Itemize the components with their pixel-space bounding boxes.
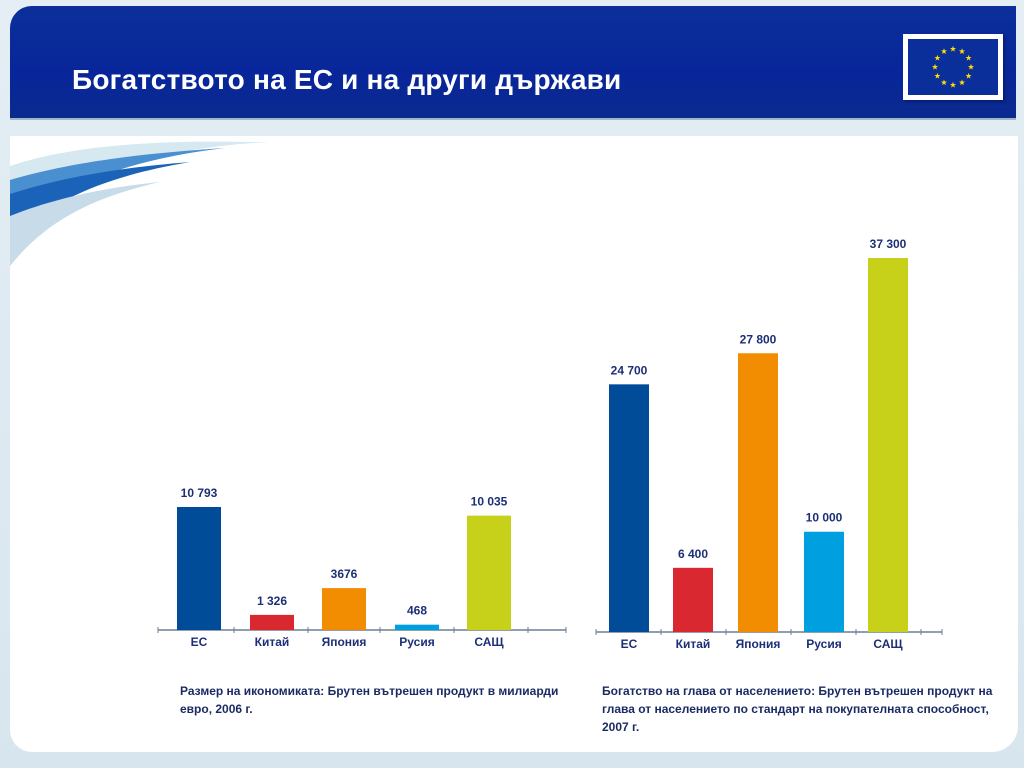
chart-1-category-label-2: Япония: [322, 635, 367, 649]
chart-2-value-label-4: 37 300: [870, 237, 907, 251]
flag-star: [965, 54, 972, 61]
chart-1-value-label-3: 468: [407, 604, 427, 618]
decorative-swoosh: [10, 141, 270, 266]
chart-2-bar-1: [673, 567, 713, 632]
chart-1-caption: Размер на икономиката: Брутен вътрешен п…: [180, 684, 559, 716]
chart-1-bar-4: [467, 515, 511, 630]
flag-star: [940, 48, 948, 54]
chart-1-bar-1: [250, 614, 294, 630]
flag-star: [967, 63, 975, 70]
flag-star: [940, 79, 948, 86]
chart-2-category-label-1: Китай: [676, 637, 711, 651]
chart-2-bar-3: [804, 531, 844, 632]
chart-2-caption: Богатство на глава от населението: Бруте…: [602, 684, 993, 734]
chart-1-value-label-2: 3676: [331, 567, 358, 581]
chart-2-bar-2: [738, 353, 778, 632]
chart-1-bar-0: [177, 507, 221, 630]
flag-star: [934, 72, 941, 79]
chart-1-bar-2: [322, 588, 366, 630]
title-bar: Богатството на ЕС и на други държави: [10, 6, 1016, 118]
bar-charts: 10 793 ЕС 1 326 Китай 3676 Япония 468 Русия 10 0…: [157, 237, 943, 651]
chart-1-category-label-3: Русия: [399, 635, 434, 649]
chart-2-category-label-2: Япония: [736, 637, 781, 651]
chart-2-category-label-0: ЕС: [621, 637, 638, 651]
chart-1-category-label-0: ЕС: [191, 635, 208, 649]
slide-title: Богатството на ЕС и на други държави: [72, 64, 622, 95]
eu-flag-icon: [903, 34, 1003, 100]
slide-content: 10 793 ЕС 1 326 Китай 3676 Япония 468 Русия 10 0…: [10, 136, 1018, 752]
chart-2-value-label-0: 24 700: [611, 363, 648, 377]
flag-star: [958, 48, 966, 54]
flag-star: [958, 79, 966, 86]
chart-2-category-label-3: Русия: [806, 637, 841, 651]
chart-2-value-label-1: 6 400: [678, 547, 708, 561]
chart-1-category-label-4: САЩ: [474, 635, 504, 649]
flag-star: [934, 54, 941, 61]
eu-flag-graphic: [908, 39, 998, 95]
flag-star: [949, 81, 957, 88]
chart-2-bar-0: [609, 384, 649, 632]
chart-1-value-label-1: 1 326: [257, 594, 287, 608]
chart-1-value-label-4: 10 035: [471, 495, 508, 509]
chart-1-bar-3: [395, 624, 439, 630]
flag-star: [949, 45, 957, 52]
chart-1-value-label-0: 10 793: [181, 486, 218, 500]
chart-2-bar-4: [868, 258, 908, 632]
chart-2-value-label-3: 10 000: [806, 511, 843, 525]
flag-star: [965, 72, 972, 79]
flag-star: [931, 63, 939, 70]
chart-2-value-label-2: 27 800: [740, 332, 777, 346]
chart-2-category-label-4: САЩ: [873, 637, 903, 651]
chart-1-category-label-1: Китай: [255, 635, 290, 649]
